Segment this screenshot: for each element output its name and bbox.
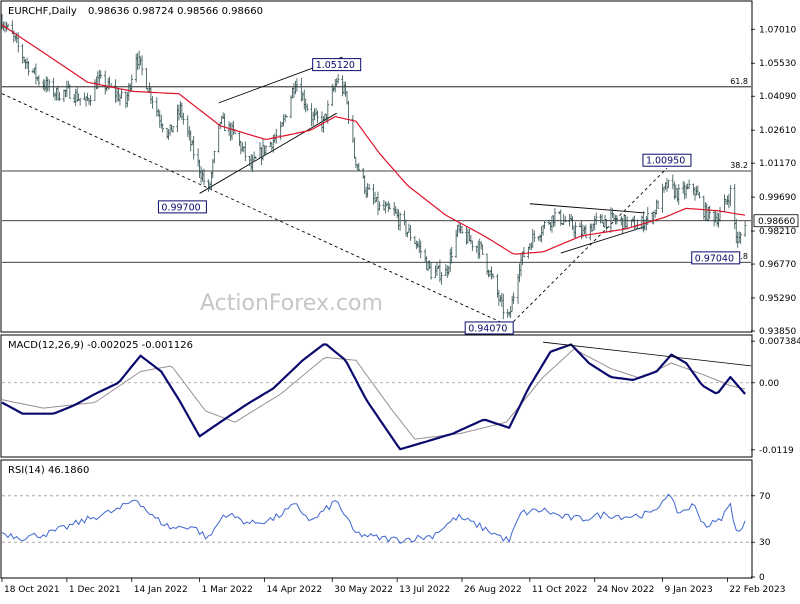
x-tick-label: 22 Feb 2023	[729, 585, 785, 595]
annotation-box-4	[691, 251, 741, 265]
axis-layer: 1.07010 1.05530 1.04090 1.02610 1.01170 0.996…	[1, 25, 800, 595]
rsi-y-tick-label: 30	[759, 538, 771, 548]
trendline-1	[508, 167, 668, 327]
macd-title: MACD(12,26,9) -0.002025 -0.001126	[8, 340, 193, 351]
sma-line	[1, 24, 746, 255]
x-tick-label: 24 Nov 2022	[597, 585, 655, 595]
price-y-tick-label: 0.98210	[759, 227, 796, 237]
annotation-label-1: 0.99700	[161, 202, 200, 213]
trendline-0	[1, 93, 510, 327]
x-tick-label: 30 May 2022	[334, 585, 393, 595]
annotation-label-3: 1.00950	[646, 156, 685, 167]
annotation-label-4: 0.97040	[695, 253, 734, 264]
rsi-y-tick-label: 70	[759, 492, 771, 502]
symbol-label: EURCHF,Daily	[8, 6, 77, 17]
price-panel-frame	[0, 0, 753, 333]
trendline-5	[560, 226, 645, 254]
trendline-4	[529, 203, 645, 214]
annotation-box-0	[312, 58, 362, 72]
rsi-layer	[1, 493, 746, 544]
trendline-2	[199, 112, 337, 194]
ohlc-readout: 0.98636 0.98724 0.98566 0.98660	[88, 6, 263, 17]
price-y-tick-label: 0.96770	[759, 260, 796, 270]
price-y-tick-label: 1.04090	[759, 92, 796, 102]
candle-layer	[0, 14, 747, 320]
x-tick-label: 13 Jul 2022	[399, 585, 450, 595]
level-label-0: 61.8	[730, 77, 748, 86]
x-tick-label: 14 Jan 2022	[134, 585, 188, 595]
macd-layer	[1, 341, 752, 451]
price-y-tick-label: 0.93850	[759, 327, 796, 337]
x-tick-label: 9 Jan 2023	[665, 585, 713, 595]
macd-y-tick-label: 0.007384	[759, 337, 800, 347]
sma-layer	[1, 24, 746, 255]
x-tick-label: 1 Dec 2021	[69, 585, 121, 595]
macd-y-tick-label: 0.00	[759, 379, 779, 389]
price-y-tick-label: 1.07010	[759, 25, 796, 35]
rsi-title: RSI(14) 46.1860	[8, 465, 89, 476]
level-label-1: 38.2	[730, 161, 748, 170]
macd-signal-line	[1, 348, 746, 440]
price-y-tick-label: 0.95290	[759, 294, 796, 304]
grid-layer	[2, 86, 751, 543]
x-tick-label: 26 Aug 2022	[464, 585, 522, 595]
annotation-label-2: 0.94070	[468, 323, 507, 334]
annotation-box-2	[464, 321, 514, 335]
x-tick-label: 11 Oct 2022	[532, 585, 588, 595]
price-y-tick-label: 1.02610	[759, 126, 796, 136]
annotation-box-1	[157, 200, 207, 214]
annotation-layer: 61.838.261.81.051200.997000.940701.00950…	[157, 58, 748, 335]
macd-y-tick-label: -0.0119	[759, 446, 794, 456]
rsi-panel-frame	[0, 459, 753, 579]
x-tick-label: 1 Mar 2022	[202, 585, 253, 595]
macd-line	[1, 343, 746, 451]
macd-panel-frame	[0, 334, 753, 458]
last-price-box	[753, 214, 799, 228]
annotation-box-3	[642, 153, 692, 167]
macd-trendline-0	[543, 341, 752, 367]
price-y-tick-label: 1.01170	[759, 159, 796, 169]
price-y-tick-label: 0.99690	[759, 193, 796, 203]
rsi-line	[1, 493, 746, 544]
last-price-label: 0.98660	[758, 217, 795, 227]
x-tick-label: 14 Apr 2022	[266, 585, 322, 595]
rsi-y-tick-label: 0	[759, 573, 765, 583]
watermark: ActionForex.com	[200, 291, 383, 316]
annotation-label-0: 1.05120	[316, 60, 355, 71]
price-y-tick-label: 1.05530	[759, 59, 796, 69]
x-tick-label: 18 Oct 2021	[4, 585, 60, 595]
